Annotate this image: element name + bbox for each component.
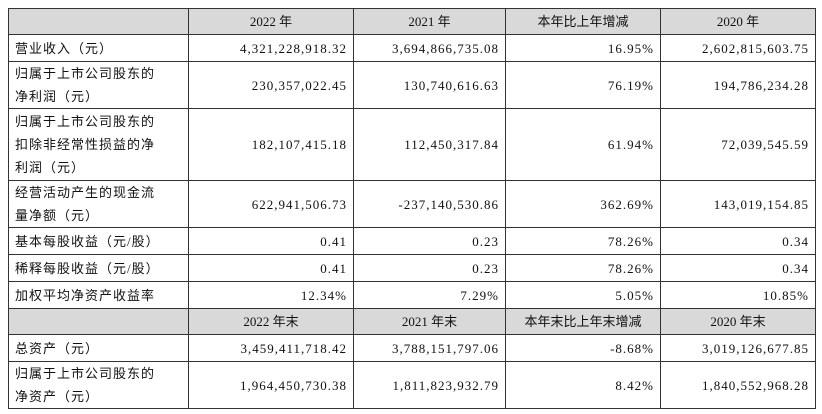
- value-cell: 78.26%: [505, 254, 661, 282]
- header-cell: 本年末比上年末增减: [505, 308, 661, 335]
- value-cell: 182,107,415.18: [188, 108, 354, 181]
- value-cell: 3,019,126,677.85: [660, 334, 816, 362]
- label-line: 稀释每股收益（元/股）: [15, 260, 160, 276]
- row-label: 总资产（元）: [8, 334, 189, 362]
- value-cell: 72,039,545.59: [660, 108, 816, 181]
- value-cell: 8.42%: [505, 361, 661, 409]
- value-cell: 3,459,411,718.42: [188, 334, 354, 362]
- value-cell: 7.29%: [353, 281, 506, 309]
- value-cell: 3,694,866,735.08: [353, 34, 506, 62]
- label-line: 利润（元）: [15, 160, 86, 175]
- value-cell: 12.34%: [188, 281, 354, 309]
- label-line: 归属于上市公司股东的: [15, 66, 156, 81]
- row-label: 基本每股收益（元/股）: [8, 227, 189, 255]
- data-row: 归属于上市公司股东的 扣除非经常性损益的净 利润（元） 182,107,415.18 1…: [8, 108, 816, 181]
- value-cell: 1,811,823,932.79: [353, 361, 506, 409]
- header-row: 2022 年 2021 年本年比上年增减 2020 年: [8, 8, 816, 35]
- header-row: 2022 年末 2021 年末 本年末比上年末增减 2020 年末: [8, 308, 816, 335]
- row-label: 归属于上市公司股东的 净利润（元）: [8, 61, 189, 109]
- financial-table: 2022 年 2021 年本年比上年增减 2020 年营业收入（元） 4,321,22…: [8, 8, 816, 409]
- label-line: 总资产（元）: [15, 340, 100, 356]
- value-cell: 61.94%: [505, 108, 661, 181]
- value-cell: 2,602,815,603.75: [660, 34, 816, 62]
- value-cell: 76.19%: [505, 61, 661, 109]
- row-label: 归属于上市公司股东的 扣除非经常性损益的净 利润（元）: [8, 108, 189, 181]
- table-body: 2022 年 2021 年本年比上年增减 2020 年营业收入（元） 4,321,22…: [8, 8, 816, 409]
- value-cell: 10.85%: [660, 281, 816, 309]
- value-cell: 78.26%: [505, 227, 661, 255]
- value-cell: -8.68%: [505, 334, 661, 362]
- label-line: 净利润（元）: [15, 89, 100, 104]
- value-cell: 0.23: [353, 227, 506, 255]
- value-cell: 194,786,234.28: [660, 61, 816, 109]
- label-line: 加权平均净资产收益率: [15, 287, 156, 303]
- label-line: 量净额（元）: [15, 208, 100, 223]
- data-row: 营业收入（元） 4,321,228,918.32 3,694,866,735.08 1…: [8, 34, 816, 62]
- header-cell: [8, 308, 189, 335]
- value-cell: 0.34: [660, 254, 816, 282]
- value-cell: 230,357,022.45: [188, 61, 354, 109]
- value-cell: 130,740,616.63: [353, 61, 506, 109]
- value-cell: 5.05%: [505, 281, 661, 309]
- row-label: 经营活动产生的现金流 量净额（元）: [8, 180, 189, 228]
- value-cell: 1,840,552,968.28: [660, 361, 816, 409]
- value-cell: 0.41: [188, 254, 354, 282]
- data-row: 总资产（元） 3,459,411,718.42 3,788,151,797.06 -8…: [8, 334, 816, 362]
- header-cell: [8, 8, 189, 35]
- data-row: 加权平均净资产收益率 12.34% 7.29% 5.05% 10.85%: [8, 281, 816, 309]
- label-line: 基本每股收益（元/股）: [15, 233, 160, 249]
- value-cell: 143,019,154.85: [660, 180, 816, 228]
- label-line: 营业收入（元）: [15, 40, 114, 56]
- row-label: 稀释每股收益（元/股）: [8, 254, 189, 282]
- value-cell: 1,964,450,730.38: [188, 361, 354, 409]
- header-cell: 2020 年末: [660, 308, 816, 335]
- header-cell: 2020 年: [660, 8, 816, 35]
- data-row: 归属于上市公司股东的 净利润（元） 230,357,022.45 130,740,61…: [8, 61, 816, 109]
- label-line: 净资产（元）: [15, 389, 100, 404]
- header-cell: 2021 年末: [353, 308, 506, 335]
- data-row: 归属于上市公司股东的 净资产（元） 1,964,450,730.38 1,811,82…: [8, 361, 816, 409]
- value-cell: -237,140,530.86: [353, 180, 506, 228]
- value-cell: 0.34: [660, 227, 816, 255]
- data-row: 稀释每股收益（元/股） 0.41 0.23 78.26% 0.34: [8, 254, 816, 282]
- label-line: 经营活动产生的现金流: [15, 185, 156, 200]
- value-cell: 622,941,506.73: [188, 180, 354, 228]
- header-cell: 2022 年末: [188, 308, 354, 335]
- data-row: 基本每股收益（元/股） 0.41 0.23 78.26% 0.34: [8, 227, 816, 255]
- value-cell: 4,321,228,918.32: [188, 34, 354, 62]
- row-label: 营业收入（元）: [8, 34, 189, 62]
- value-cell: 16.95%: [505, 34, 661, 62]
- label-line: 归属于上市公司股东的: [15, 114, 156, 129]
- row-label: 加权平均净资产收益率: [8, 281, 189, 309]
- header-cell: 2021 年: [353, 8, 506, 35]
- header-cell: 本年比上年增减: [505, 8, 661, 35]
- row-label: 归属于上市公司股东的 净资产（元）: [8, 361, 189, 409]
- value-cell: 0.23: [353, 254, 506, 282]
- label-line: 归属于上市公司股东的: [15, 366, 156, 381]
- value-cell: 3,788,151,797.06: [353, 334, 506, 362]
- data-row: 经营活动产生的现金流 量净额（元） 622,941,506.73 -237,140,5…: [8, 180, 816, 228]
- value-cell: 0.41: [188, 227, 354, 255]
- header-cell: 2022 年: [188, 8, 354, 35]
- value-cell: 112,450,317.84: [353, 108, 506, 181]
- label-line: 扣除非经常性损益的净: [15, 137, 156, 152]
- value-cell: 362.69%: [505, 180, 661, 228]
